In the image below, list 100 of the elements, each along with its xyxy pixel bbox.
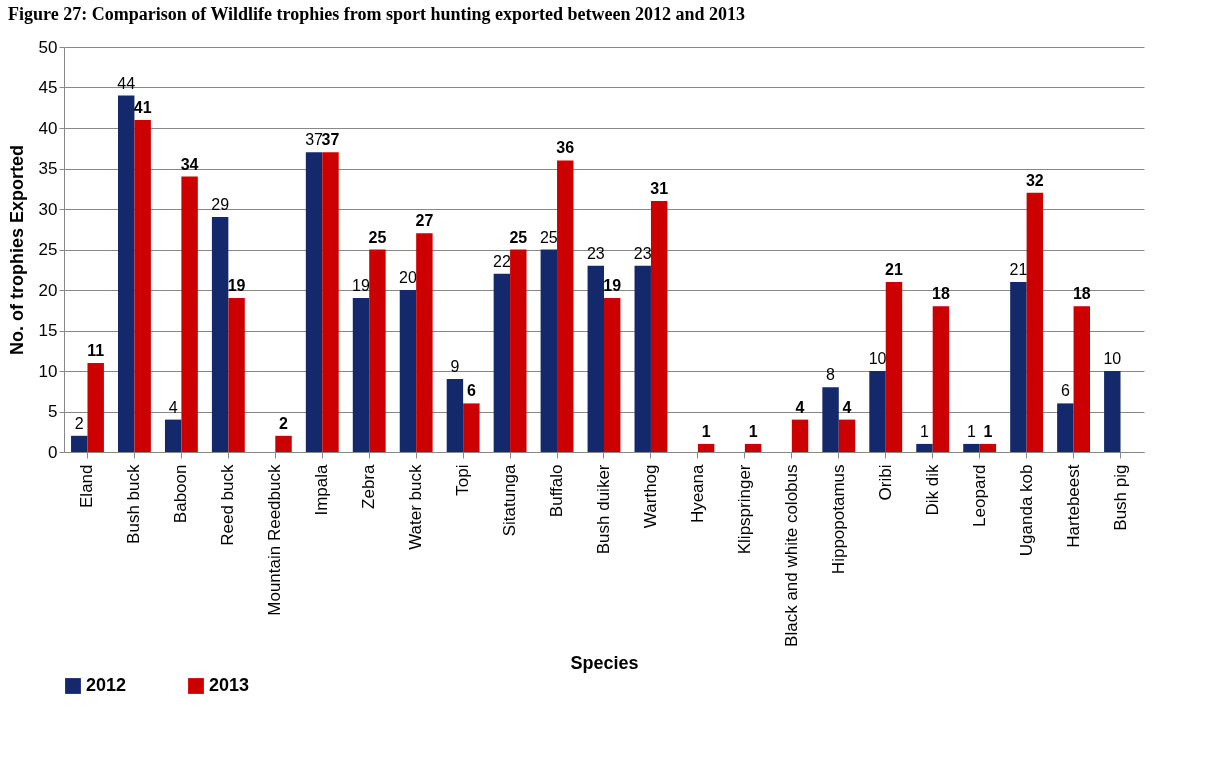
data-label: 18 (932, 285, 950, 303)
bar (322, 152, 339, 452)
x-tick-label: Topi (453, 464, 473, 496)
bar (118, 95, 135, 452)
bar (916, 443, 933, 452)
data-label: 19 (352, 277, 370, 295)
bar (463, 403, 480, 452)
x-tick-label: Warthog (640, 464, 660, 529)
data-label: 22 (492, 252, 511, 270)
bar (557, 160, 574, 452)
data-label: 29 (211, 196, 230, 214)
x-tick-label: Dik dik (922, 464, 942, 516)
data-label: 23 (586, 244, 605, 262)
bar (1026, 192, 1044, 452)
y-tick-label: 35 (38, 159, 58, 178)
y-tick-label: 5 (48, 402, 58, 421)
x-tick-label: Baboon (171, 464, 191, 524)
bar (979, 443, 997, 452)
data-label: 2 (279, 414, 289, 432)
data-label: 25 (509, 228, 528, 246)
bar (352, 298, 370, 452)
x-tick-label: Hyeana (687, 463, 707, 524)
data-label: 37 (321, 131, 340, 149)
bar (71, 435, 88, 452)
data-label: 10 (1103, 350, 1122, 367)
data-label: 4 (168, 398, 178, 416)
bar (822, 387, 839, 452)
bar (87, 362, 104, 452)
data-label: 34 (180, 155, 199, 173)
x-tick-label: Bush pig (1110, 464, 1130, 531)
data-label: 11 (87, 341, 105, 359)
data-label: 2 (74, 414, 84, 432)
x-tick-label: Zebra (359, 463, 379, 509)
bar (587, 265, 604, 452)
x-tick-label: Leopard (969, 464, 989, 527)
x-tick-label: Buffalo (547, 464, 567, 518)
x-tick-label: Sitatunga (500, 463, 520, 537)
y-tick-label: 10 (38, 361, 58, 381)
y-tick-label: 45 (38, 78, 58, 97)
bar (164, 419, 182, 452)
legend-label: 2012 (86, 675, 127, 695)
data-label: 19 (603, 277, 622, 295)
chart-title: Figure 27: Comparison of Wildlife trophies from sport hunting exported between 2012 and 2013 (8, 4, 745, 24)
data-label: 19 (227, 277, 246, 295)
data-label: 23 (633, 244, 652, 262)
data-label: 41 (133, 98, 152, 116)
bar (305, 152, 323, 452)
data-label: 21 (885, 260, 903, 278)
x-tick-label: Klipspringer (734, 464, 754, 555)
y-tick-label: 30 (38, 199, 58, 219)
data-label: 18 (1072, 285, 1091, 303)
data-label: 25 (539, 228, 558, 246)
data-label: 6 (466, 382, 476, 400)
bar (869, 371, 886, 452)
bar (791, 419, 809, 452)
data-label: 27 (415, 212, 434, 230)
data-label: 1 (966, 422, 976, 440)
bar (510, 249, 527, 452)
y-tick-label: 20 (38, 280, 58, 300)
bar (446, 379, 464, 452)
bar (744, 443, 762, 452)
bar (838, 419, 856, 452)
bar (1104, 371, 1121, 452)
bar (369, 249, 386, 452)
x-tick-label: Oribi (875, 464, 895, 501)
x-tick-label: Impala (312, 463, 332, 516)
y-axis-title: No. of trophies Exported (6, 144, 27, 356)
bar (493, 273, 511, 452)
data-label: 10 (868, 350, 887, 367)
data-label: 21 (1009, 260, 1028, 278)
bar (932, 306, 950, 452)
bar (1010, 281, 1027, 452)
bar (697, 443, 715, 452)
y-tick-label: 40 (38, 118, 58, 138)
y-tick-label: 15 (38, 321, 58, 340)
y-tick-label: 50 (38, 37, 58, 57)
bar (134, 119, 151, 452)
data-label: 31 (650, 179, 669, 197)
data-label: 1 (983, 422, 993, 440)
data-label: 44 (117, 74, 136, 92)
data-label: 4 (842, 398, 852, 416)
bar (399, 290, 417, 452)
bar (275, 435, 292, 452)
x-axis-title: Species (570, 652, 639, 673)
bar (1057, 403, 1074, 452)
x-tick-label: Mountain Reedbuck (265, 464, 285, 616)
data-label: 36 (556, 139, 575, 157)
bar (634, 265, 651, 452)
x-tick-label: Uganda kob (1016, 464, 1036, 557)
data-label: 32 (1025, 171, 1044, 189)
data-label: 9 (450, 358, 460, 376)
x-tick-label: Bush duiker (594, 464, 613, 555)
x-tick-label: Hartebeest (1063, 464, 1083, 548)
bar (181, 176, 198, 452)
data-label: 1 (920, 422, 930, 440)
y-tick-label: 0 (48, 442, 58, 462)
x-tick-label: Hippopotamus (828, 464, 848, 575)
bar (211, 217, 229, 452)
bar (1073, 306, 1090, 452)
x-tick-label: Black and white colobus (781, 464, 801, 647)
